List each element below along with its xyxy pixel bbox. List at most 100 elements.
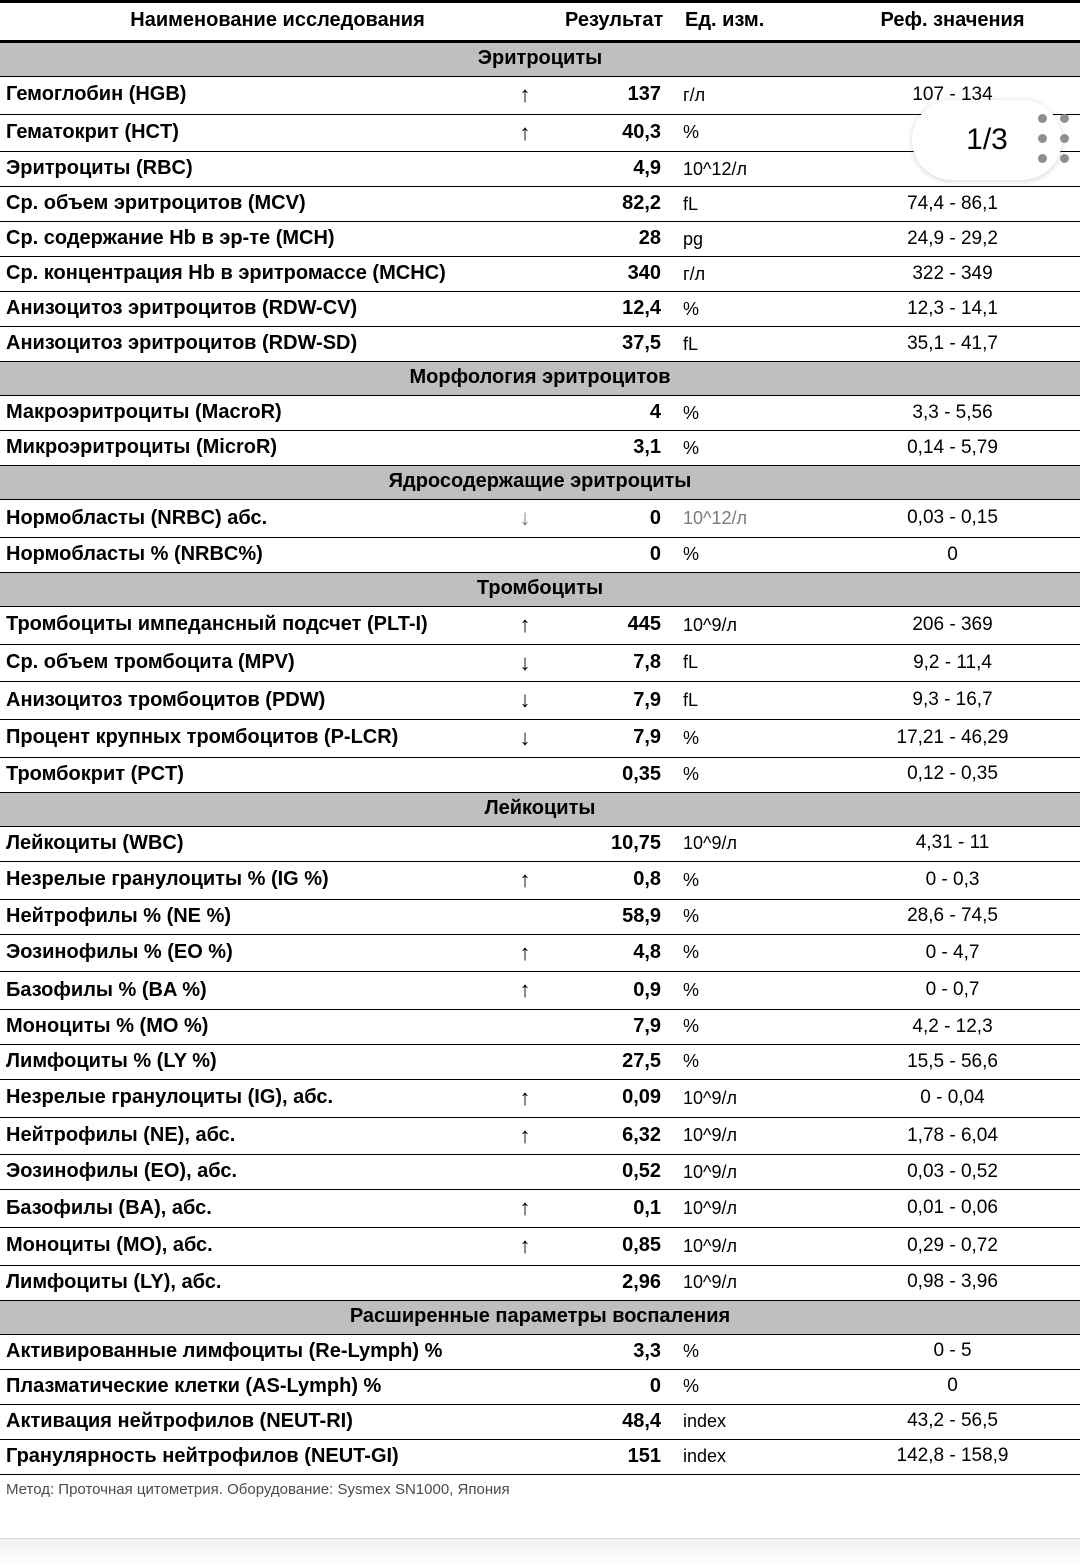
cell-result: 28	[555, 222, 675, 257]
table-row: Ср. содержание Hb в эр-те (MCH)28pg24,9 …	[0, 222, 1080, 257]
table-row: Активация нейтрофилов (NEUT-RI)48,4index…	[0, 1404, 1080, 1439]
cell-unit: %	[675, 1334, 825, 1369]
table-row: Анизоцитоз эритроцитов (RDW-CV)12,4%12,3…	[0, 292, 1080, 327]
cell-flag-icon	[495, 431, 555, 466]
more-dots-icon[interactable]	[1034, 110, 1080, 170]
cell-ref: 142,8 - 158,9	[825, 1439, 1080, 1474]
cell-flag-icon: ↓	[495, 500, 555, 538]
table-row: Тромбокрит (PCT)0,35%0,12 - 0,35	[0, 757, 1080, 792]
cell-ref: 0,01 - 0,06	[825, 1190, 1080, 1228]
cell-name: Активированные лимфоциты (Re-Lymph) %	[0, 1334, 495, 1369]
cell-ref: 0 - 0,7	[825, 972, 1080, 1010]
section-title: Лейкоциты	[0, 792, 1080, 826]
cell-ref: 0	[825, 1369, 1080, 1404]
cell-unit: fL	[675, 682, 825, 720]
table-row: Активированные лимфоциты (Re-Lymph) %3,3…	[0, 1334, 1080, 1369]
cell-flag-icon	[495, 1369, 555, 1404]
cell-result: 0,09	[555, 1079, 675, 1117]
cell-name: Анизоцитоз эритроцитов (RDW-SD)	[0, 327, 495, 362]
page-indicator-label: 1/3	[966, 123, 1008, 157]
col-header-result: Результат	[555, 2, 675, 42]
section-header: Ядросодержащие эритроциты	[0, 466, 1080, 500]
table-row: Процент крупных тромбоцитов (P-LCR)↓7,9%…	[0, 720, 1080, 758]
table-row: Нормобласты (NRBC) абс.↓010^12/л0,03 - 0…	[0, 500, 1080, 538]
cell-ref: 0 - 4,7	[825, 934, 1080, 972]
cell-name: Ср. объем тромбоцита (MPV)	[0, 644, 495, 682]
cell-ref: 9,2 - 11,4	[825, 644, 1080, 682]
cell-flag-icon	[495, 538, 555, 573]
table-row: Лимфоциты % (LY %)27,5%15,5 - 56,6	[0, 1044, 1080, 1079]
cell-result: 137	[555, 77, 675, 115]
cell-ref: 3,3 - 5,56	[825, 396, 1080, 431]
cell-name: Эритроциты (RBC)	[0, 152, 495, 187]
cell-flag-icon: ↑	[495, 1117, 555, 1155]
section-title: Морфология эритроцитов	[0, 362, 1080, 396]
cell-unit: 10^9/л	[675, 607, 825, 645]
cell-result: 7,9	[555, 720, 675, 758]
cell-result: 7,8	[555, 644, 675, 682]
cell-unit: %	[675, 396, 825, 431]
cell-ref: 28,6 - 74,5	[825, 899, 1080, 934]
cell-ref: 0 - 0,3	[825, 861, 1080, 899]
cell-unit: index	[675, 1404, 825, 1439]
table-row: Гранулярность нейтрофилов (NEUT-GI)151in…	[0, 1439, 1080, 1474]
section-header: Расширенные параметры воспаления	[0, 1300, 1080, 1334]
cell-result: 0,35	[555, 757, 675, 792]
cell-ref: 0	[825, 538, 1080, 573]
cell-name: Гематокрит (HCT)	[0, 114, 495, 152]
table-row: Базофилы (BA), абс.↑0,110^9/л0,01 - 0,06	[0, 1190, 1080, 1228]
table-row: Базофилы % (BA %)↑0,9%0 - 0,7	[0, 972, 1080, 1010]
cell-name: Ср. объем эритроцитов (MCV)	[0, 187, 495, 222]
cell-ref: 0,29 - 0,72	[825, 1227, 1080, 1265]
cell-result: 0	[555, 500, 675, 538]
cell-result: 151	[555, 1439, 675, 1474]
cell-result: 0,1	[555, 1190, 675, 1228]
cell-result: 82,2	[555, 187, 675, 222]
table-row: Ср. объем тромбоцита (MPV)↓7,8fL9,2 - 11…	[0, 644, 1080, 682]
section-header: Лейкоциты	[0, 792, 1080, 826]
table-row: Ср. объем эритроцитов (MCV)82,2fL74,4 - …	[0, 187, 1080, 222]
cell-result: 0	[555, 538, 675, 573]
cell-flag-icon	[495, 1334, 555, 1369]
cell-flag-icon: ↑	[495, 77, 555, 115]
cell-unit: fL	[675, 327, 825, 362]
table-row: Лейкоциты (WBC)10,7510^9/л4,31 - 11	[0, 826, 1080, 861]
cell-name: Гемоглобин (HGB)	[0, 77, 495, 115]
cell-name: Эозинофилы % (EO %)	[0, 934, 495, 972]
cell-result: 6,32	[555, 1117, 675, 1155]
table-row: Макроэритроциты (MacroR)4%3,3 - 5,56	[0, 396, 1080, 431]
cell-unit: г/л	[675, 257, 825, 292]
page-bottom-shadow	[0, 1538, 1080, 1568]
table-row: Плазматические клетки (AS-Lymph) %0%0	[0, 1369, 1080, 1404]
cell-unit: %	[675, 538, 825, 573]
cell-flag-icon: ↑	[495, 607, 555, 645]
cell-flag-icon: ↑	[495, 114, 555, 152]
cell-unit: 10^12/л	[675, 152, 825, 187]
lab-report-page: 1/3 Наименование исследования Результат …	[0, 0, 1080, 1568]
cell-unit: %	[675, 899, 825, 934]
section-title: Тромбоциты	[0, 573, 1080, 607]
cell-ref: 0,03 - 0,52	[825, 1155, 1080, 1190]
cell-name: Нейтрофилы (NE), абс.	[0, 1117, 495, 1155]
cell-name: Плазматические клетки (AS-Lymph) %	[0, 1369, 495, 1404]
cell-flag-icon	[495, 292, 555, 327]
cell-flag-icon	[495, 1044, 555, 1079]
cell-ref: 4,2 - 12,3	[825, 1009, 1080, 1044]
cell-flag-icon: ↑	[495, 1190, 555, 1228]
cell-result: 3,1	[555, 431, 675, 466]
cell-name: Ср. содержание Hb в эр-те (MCH)	[0, 222, 495, 257]
cell-unit: %	[675, 934, 825, 972]
cell-ref: 12,3 - 14,1	[825, 292, 1080, 327]
cell-flag-icon	[495, 327, 555, 362]
cell-name: Нормобласты % (NRBC%)	[0, 538, 495, 573]
cell-flag-icon: ↑	[495, 1079, 555, 1117]
cell-result: 0,9	[555, 972, 675, 1010]
table-row: Анизоцитоз эритроцитов (RDW-SD)37,5fL35,…	[0, 327, 1080, 362]
cell-result: 7,9	[555, 682, 675, 720]
cell-name: Моноциты % (MO %)	[0, 1009, 495, 1044]
cell-flag-icon	[495, 187, 555, 222]
cell-unit: 10^9/л	[675, 1079, 825, 1117]
cell-unit: %	[675, 1044, 825, 1079]
cell-flag-icon	[495, 257, 555, 292]
cell-name: Тромбоциты импедансный подсчет (PLT-I)	[0, 607, 495, 645]
